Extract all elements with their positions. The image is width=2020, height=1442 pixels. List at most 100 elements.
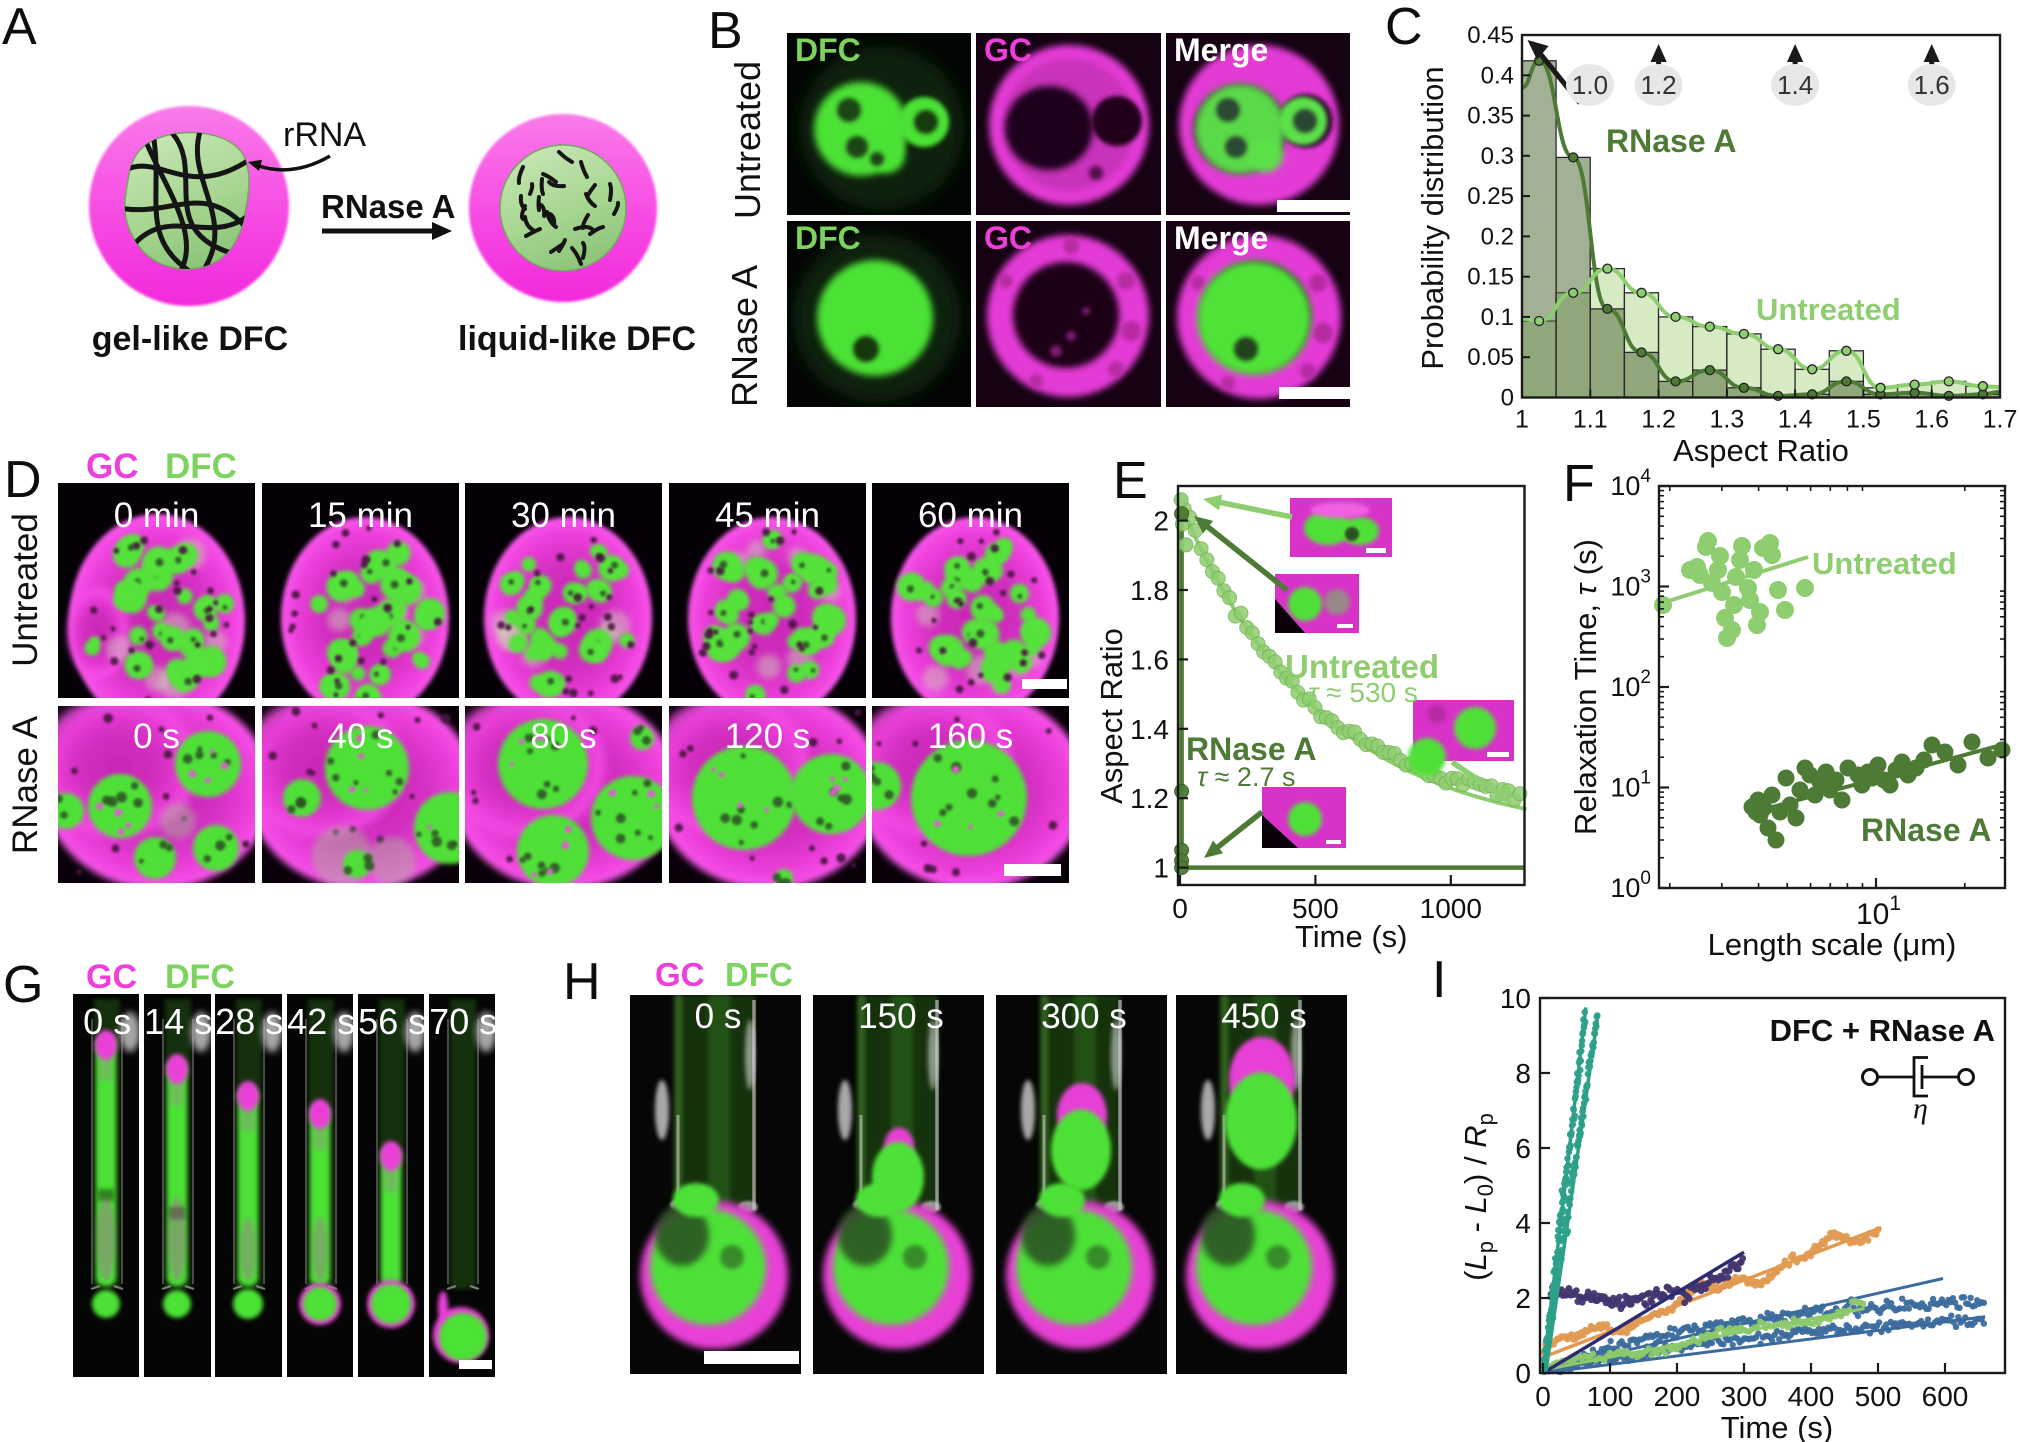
svg-text:1.2: 1.2: [1641, 406, 1676, 434]
svg-text:1.4: 1.4: [1130, 714, 1169, 745]
svg-text:DFC: DFC: [795, 221, 861, 256]
svg-text:0.1: 0.1: [1481, 304, 1514, 331]
svg-text:DFC: DFC: [165, 958, 235, 996]
svg-text:1.3: 1.3: [1709, 406, 1744, 434]
svg-text:D: D: [4, 451, 42, 509]
svg-text:30 min: 30 min: [511, 496, 616, 535]
svg-text:80 s: 80 s: [531, 717, 597, 756]
svg-text:56 s: 56 s: [358, 1001, 424, 1042]
svg-text:Untreated: Untreated: [6, 513, 45, 667]
svg-text:0: 0: [1501, 385, 1514, 412]
svg-text:GC: GC: [86, 447, 139, 486]
svg-text:6: 6: [1515, 1133, 1531, 1164]
svg-text:1.5: 1.5: [1846, 406, 1881, 434]
svg-text:500: 500: [1855, 1381, 1902, 1412]
svg-text:0.25: 0.25: [1467, 183, 1514, 210]
svg-text:160 s: 160 s: [928, 717, 1014, 756]
svg-text:Merge: Merge: [1174, 33, 1268, 68]
svg-text:1.8: 1.8: [1130, 575, 1169, 606]
svg-text:1.2: 1.2: [1130, 783, 1169, 814]
svg-text:(Lp - L0) / Rp: (Lp - L0) / Rp: [1458, 1113, 1498, 1281]
svg-text:0: 0: [1172, 893, 1188, 924]
svg-text:gel-like DFC: gel-like DFC: [92, 320, 288, 358]
svg-text:101: 101: [1856, 892, 1901, 931]
svg-text:0.3: 0.3: [1481, 143, 1514, 170]
svg-text:0: 0: [1515, 1358, 1531, 1389]
svg-text:Untreated: Untreated: [1812, 546, 1957, 581]
svg-text:DFC + RNase A: DFC + RNase A: [1770, 1013, 1995, 1048]
svg-text:103: 103: [1610, 567, 1651, 602]
svg-text:45 min: 45 min: [715, 496, 820, 535]
svg-text:0.35: 0.35: [1467, 103, 1514, 130]
svg-text:RNase A: RNase A: [1606, 123, 1736, 159]
svg-text:H: H: [563, 953, 601, 1010]
svg-text:500: 500: [1292, 893, 1339, 924]
svg-text:DFC: DFC: [795, 33, 861, 68]
svg-text:Untreated: Untreated: [1756, 292, 1901, 327]
svg-text:101: 101: [1610, 768, 1651, 803]
svg-text:RNase A: RNase A: [6, 715, 45, 854]
svg-text:1.2: 1.2: [1640, 70, 1676, 100]
svg-text:Relaxation Time, τ (s): Relaxation Time, τ (s): [1568, 539, 1603, 835]
svg-text:1.6: 1.6: [1914, 70, 1950, 100]
svg-text:400: 400: [1788, 1381, 1835, 1412]
svg-text:0.15: 0.15: [1467, 264, 1514, 291]
svg-text:RNase A: RNase A: [1186, 731, 1316, 767]
svg-text:GC: GC: [984, 33, 1032, 68]
svg-text:28 s: 28 s: [216, 1001, 282, 1042]
svg-text:0 s: 0 s: [83, 1001, 131, 1042]
svg-text:0: 0: [1535, 1381, 1551, 1412]
svg-text:Time (s): Time (s): [1295, 919, 1408, 954]
svg-text:τ ≈ 2.7 s: τ ≈ 2.7 s: [1197, 762, 1295, 792]
svg-text:0 s: 0 s: [695, 997, 742, 1036]
svg-text:τ ≈ 530 s: τ ≈ 530 s: [1308, 677, 1418, 708]
svg-text:η: η: [1913, 1092, 1928, 1125]
svg-text:100: 100: [1587, 1381, 1634, 1412]
svg-text:200: 200: [1654, 1381, 1701, 1412]
svg-text:100: 100: [1610, 868, 1651, 903]
svg-text:0.05: 0.05: [1467, 344, 1514, 371]
svg-text:1.0: 1.0: [1572, 70, 1608, 100]
svg-text:E: E: [1113, 452, 1148, 510]
svg-text:Untreated: Untreated: [1285, 648, 1439, 685]
svg-text:300: 300: [1721, 1381, 1768, 1412]
svg-text:F: F: [1563, 455, 1595, 513]
svg-text:I: I: [1432, 951, 1446, 1009]
svg-text:1.7: 1.7: [1983, 406, 2018, 434]
svg-text:1.4: 1.4: [1777, 70, 1813, 100]
svg-text:RNase A: RNase A: [724, 265, 765, 407]
svg-text:150 s: 150 s: [858, 997, 944, 1036]
svg-text:70 s: 70 s: [429, 1001, 495, 1042]
svg-text:Merge: Merge: [1174, 221, 1268, 256]
svg-text:1: 1: [1153, 853, 1169, 884]
svg-text:RNase A: RNase A: [321, 188, 456, 225]
svg-text:A: A: [2, 0, 37, 56]
svg-text:1.6: 1.6: [1130, 644, 1169, 675]
svg-text:1.4: 1.4: [1778, 406, 1813, 434]
svg-text:15 min: 15 min: [308, 496, 413, 535]
svg-text:2: 2: [1515, 1283, 1531, 1314]
svg-text:104: 104: [1610, 466, 1651, 501]
svg-text:C: C: [1385, 0, 1423, 56]
svg-text:DFC: DFC: [165, 447, 237, 486]
svg-text:GC: GC: [655, 956, 705, 993]
svg-text:0.45: 0.45: [1467, 22, 1514, 49]
svg-text:8: 8: [1515, 1058, 1531, 1089]
svg-text:B: B: [708, 2, 743, 60]
svg-text:GC: GC: [984, 221, 1032, 256]
svg-text:0 min: 0 min: [114, 496, 200, 535]
svg-text:liquid-like DFC: liquid-like DFC: [458, 320, 696, 358]
svg-text:40 s: 40 s: [327, 717, 393, 756]
svg-text:0.4: 0.4: [1481, 62, 1514, 89]
svg-text:G: G: [3, 956, 43, 1010]
svg-text:4: 4: [1515, 1208, 1531, 1239]
svg-text:Aspect Ratio: Aspect Ratio: [1094, 628, 1129, 804]
svg-text:14 s: 14 s: [144, 1001, 210, 1042]
svg-text:450 s: 450 s: [1222, 997, 1308, 1036]
svg-text:1.6: 1.6: [1914, 406, 1949, 434]
svg-text:Untreated: Untreated: [727, 61, 768, 219]
svg-text:Aspect Ratio: Aspect Ratio: [1673, 433, 1849, 468]
svg-text:10: 10: [1500, 983, 1531, 1014]
svg-text:0 s: 0 s: [133, 717, 180, 756]
svg-text:120 s: 120 s: [724, 717, 810, 756]
